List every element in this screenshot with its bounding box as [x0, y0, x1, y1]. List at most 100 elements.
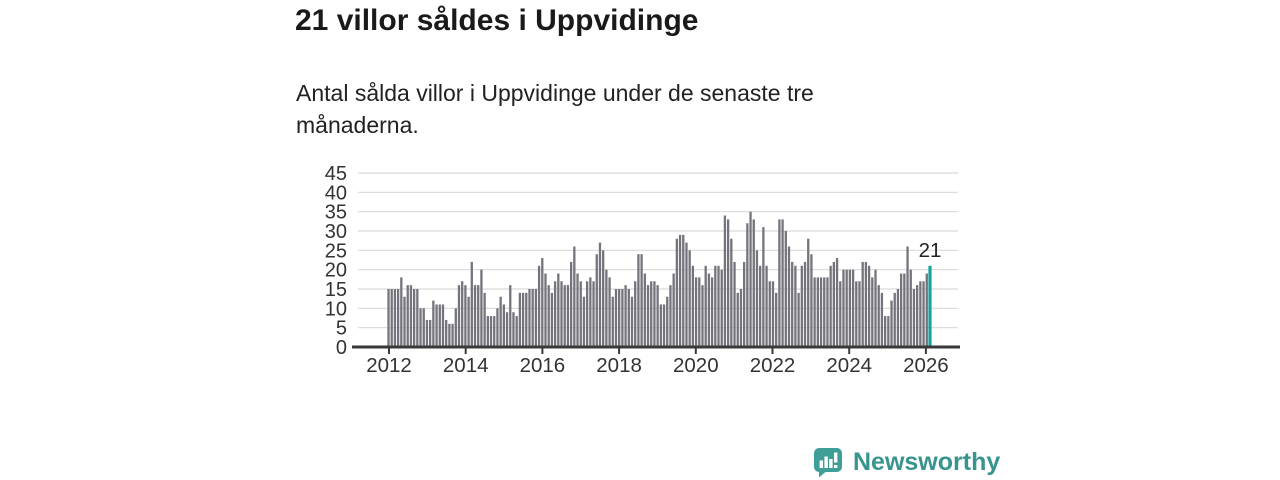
bar-month	[916, 285, 919, 347]
bar-month	[432, 300, 435, 347]
y-tick-label: 40	[325, 182, 347, 204]
bar-month	[749, 211, 752, 347]
bar-month	[563, 285, 566, 347]
bar-month	[903, 273, 906, 347]
bar-month	[746, 223, 749, 347]
bar-month	[858, 281, 861, 347]
bar-month	[461, 281, 464, 347]
bar-month	[646, 285, 650, 347]
bar-month	[710, 277, 714, 347]
bar-month	[714, 265, 717, 347]
bar-month	[589, 277, 592, 347]
bar-month	[396, 289, 400, 347]
page-title: 21 villor såldes i Uppvidinge	[295, 4, 699, 37]
bar-month	[445, 319, 448, 347]
bar-month	[685, 242, 688, 347]
y-tick-label: 25	[325, 240, 347, 262]
bar-month	[701, 285, 704, 347]
newsworthy-branding: Newsworthy	[812, 446, 1000, 478]
bar-month	[832, 261, 836, 347]
bar-month	[406, 285, 409, 347]
bar-month	[630, 296, 634, 347]
bar-month	[566, 285, 570, 347]
bar-month	[807, 238, 810, 347]
bar-month	[912, 289, 916, 347]
bar-month	[499, 296, 502, 347]
bar-month	[691, 265, 695, 347]
bar-month	[624, 285, 627, 347]
bar-month	[608, 277, 611, 347]
bar-month	[537, 265, 541, 347]
bar-month	[819, 277, 823, 347]
bar-month	[877, 285, 880, 347]
bar-month	[457, 285, 461, 347]
bar-month	[576, 273, 579, 347]
bar-month	[569, 261, 573, 347]
x-tick-label: 2020	[673, 354, 719, 377]
bar-month	[435, 304, 438, 347]
bar-month	[899, 273, 903, 347]
x-tick-label: 2018	[596, 354, 642, 377]
bar-month	[864, 261, 868, 347]
x-tick-label: 2012	[366, 354, 412, 377]
bar-month	[634, 281, 637, 347]
bar-month	[627, 289, 630, 347]
bar-month	[550, 292, 554, 347]
bar-month	[742, 261, 746, 347]
bar-month	[880, 292, 884, 347]
bar-month	[803, 261, 807, 347]
bar-month	[778, 219, 781, 347]
x-tick-label: 2024	[826, 354, 872, 377]
bar-month	[768, 281, 771, 347]
bar-month	[429, 319, 432, 347]
bar-month	[637, 254, 640, 347]
bar-month	[771, 281, 775, 347]
bar-month	[486, 316, 489, 347]
bar-month	[662, 304, 666, 347]
bar-month	[736, 292, 739, 347]
bar-month	[698, 277, 701, 347]
y-tick-label: 45	[325, 163, 347, 185]
bar-month	[502, 304, 505, 347]
bar-month	[425, 319, 429, 347]
bar-month	[553, 281, 557, 347]
bar-month	[531, 289, 534, 347]
bar-month	[592, 281, 595, 347]
bar-month	[470, 261, 473, 347]
bar-month	[464, 285, 467, 347]
bar-month	[739, 289, 743, 347]
bar-month	[650, 281, 653, 347]
bar-month	[422, 308, 425, 347]
bar-month	[585, 281, 589, 347]
bar-month	[874, 269, 877, 347]
bar-month	[765, 265, 768, 347]
newsworthy-wordmark: Newsworthy	[853, 448, 1001, 476]
bar-month	[890, 300, 893, 347]
bar-month	[467, 296, 470, 347]
bar-month	[835, 258, 839, 347]
x-tick-label: 2026	[903, 354, 949, 377]
bar-month	[733, 261, 736, 347]
bar-month	[493, 316, 496, 347]
bar-month	[813, 277, 816, 347]
bar-month	[887, 316, 890, 347]
bar-month	[909, 269, 912, 347]
bar-month	[403, 296, 406, 347]
bar-month	[730, 238, 733, 347]
bar-month	[560, 281, 563, 347]
highlight-bar-month	[928, 265, 932, 347]
bar-month	[826, 277, 829, 347]
bar-month	[707, 273, 711, 347]
bar-month	[787, 246, 791, 347]
bar-month	[906, 246, 909, 347]
bar-month	[557, 273, 560, 347]
bar-month	[925, 273, 928, 347]
bar-month	[643, 273, 646, 347]
bar-month	[752, 219, 755, 347]
bar-month	[919, 281, 922, 347]
bar-month	[483, 292, 486, 347]
bar-month	[656, 285, 659, 347]
bar-month	[547, 285, 550, 347]
bar-month	[640, 254, 643, 347]
bar-month	[454, 308, 457, 347]
